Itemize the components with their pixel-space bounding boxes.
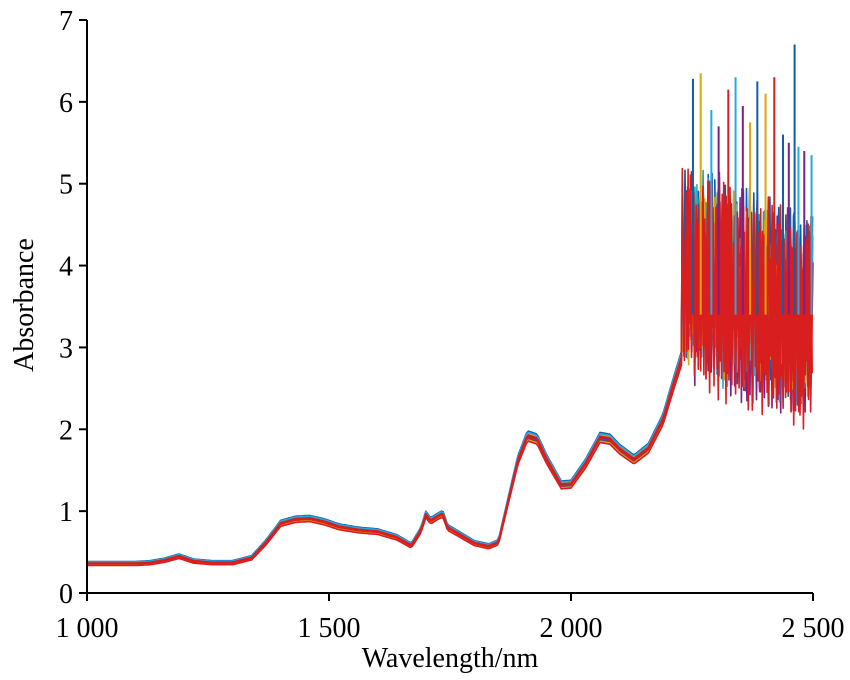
series-group <box>87 167 814 567</box>
x-tick-label: 1 000 <box>56 613 119 644</box>
y-tick-label: 4 <box>59 252 73 283</box>
y-tick-label: 5 <box>59 170 73 201</box>
y-tick-label: 7 <box>59 6 73 37</box>
y-axis-title: Absorbance <box>9 238 40 372</box>
y-tick-label: 3 <box>59 333 73 364</box>
y-tick-label: 1 <box>59 497 73 528</box>
x-tick-label: 1 500 <box>298 613 361 644</box>
y-tick-label: 6 <box>59 88 73 119</box>
spike-group <box>691 44 813 315</box>
x-axis-title: Wavelength/nm <box>362 643 539 674</box>
x-tick-label: 2 500 <box>782 613 845 644</box>
y-ticks: 0 1 2 3 4 5 6 7 <box>59 6 87 610</box>
y-tick-label: 0 <box>59 579 73 610</box>
spectrum-line-10 <box>87 178 814 565</box>
x-tick-label: 2 000 <box>540 613 603 644</box>
spectrum-line-9 <box>87 167 813 564</box>
x-ticks: 1 000 1 500 2 000 2 500 <box>56 593 845 644</box>
y-tick-label: 2 <box>59 415 73 446</box>
